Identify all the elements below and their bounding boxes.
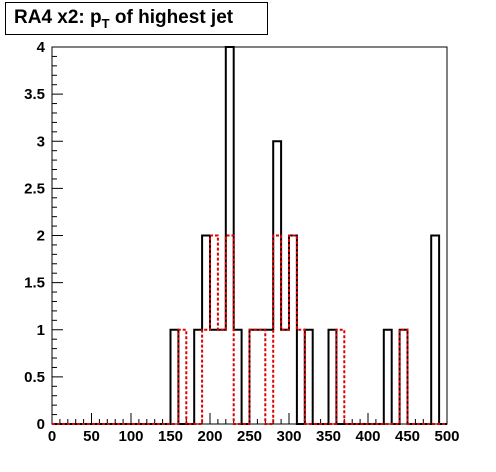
x-tick-label: 100: [118, 428, 143, 445]
y-axis: 0 0.5 1 1.5 2 2.5 3 3.5 4: [24, 39, 63, 433]
histogram-bin: [178, 330, 186, 424]
histogram-bin: [194, 330, 202, 424]
histogram-bin: [336, 330, 344, 424]
y-tick-label: 2.5: [24, 180, 45, 197]
y-tick-label: 0.5: [24, 369, 45, 386]
histogram-bin: [226, 236, 234, 425]
histogram-bin: [218, 330, 226, 424]
x-tick-label: 50: [83, 428, 100, 445]
y-tick-label: 3: [37, 133, 45, 150]
x-tick-label: 400: [355, 428, 380, 445]
histogram-bin: [273, 236, 281, 425]
histogram-bin: [289, 236, 297, 425]
x-axis: 0 50 100 150 200 250 300 350 400 450 500: [48, 413, 460, 445]
histogram-bin: [297, 330, 305, 424]
histogram-bin: [250, 330, 258, 424]
histogram-bin: [329, 330, 337, 424]
y-tick-label: 0: [37, 416, 45, 433]
y-tick-label: 1.5: [24, 275, 45, 292]
x-tick-label: 500: [434, 428, 459, 445]
chart-title-suffix: of highest jet: [109, 7, 234, 28]
x-tick-label: 0: [48, 428, 56, 445]
histogram-bin: [202, 330, 210, 424]
histogram-bin: [171, 330, 179, 424]
histogram-bin: [305, 330, 313, 424]
x-tick-label: 450: [395, 428, 420, 445]
x-tick-label: 350: [316, 428, 341, 445]
histogram-bin: [210, 236, 218, 425]
chart-title: RA4 x2: pT of highest jet: [14, 7, 233, 31]
histogram-bin: [234, 330, 242, 424]
series-layer: [52, 46, 447, 425]
y-tick-label: 2: [37, 228, 45, 245]
histogram-bin: [265, 330, 273, 424]
x-tick-label: 300: [276, 428, 301, 445]
histogram-bin: [257, 330, 265, 424]
histogram-bin: [281, 330, 289, 424]
histogram-bin: [400, 330, 408, 424]
chart-title-subscript: T: [101, 16, 110, 31]
histogram-bin: [431, 236, 439, 425]
x-tick-label: 150: [158, 428, 183, 445]
histogram-bin: [384, 330, 392, 424]
x-tick-label: 200: [197, 428, 222, 445]
chart-title-prefix: RA4 x2: p: [14, 7, 102, 28]
histogram-series-2: [52, 234, 447, 425]
chart-title-box: RA4 x2: pT of highest jet: [5, 2, 268, 35]
y-tick-label: 4: [37, 39, 46, 56]
y-tick-label: 3.5: [24, 86, 45, 103]
x-tick-label: 250: [237, 428, 262, 445]
y-tick-label: 1: [37, 322, 45, 339]
